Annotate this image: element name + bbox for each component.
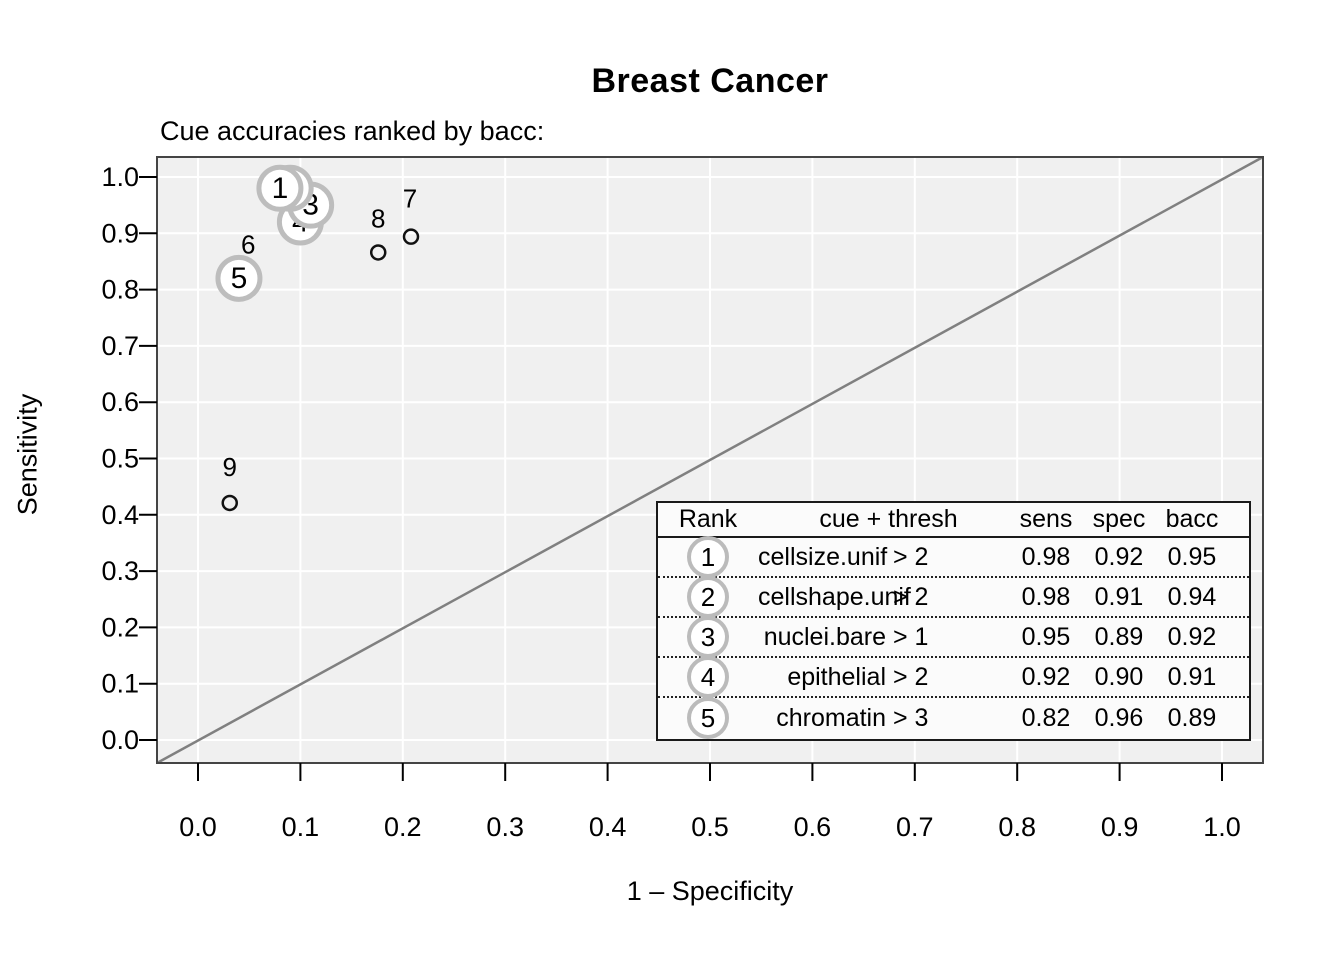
y-axis-title: Sensitivity xyxy=(12,393,43,516)
y-tick-label: 0.1 xyxy=(101,669,139,699)
y-tick-label: 0.4 xyxy=(101,500,139,530)
cue-point-small-9 xyxy=(221,494,238,512)
cue-table-row-1: 1 cellsize.unif > 2 0.98 0.92 0.95 xyxy=(658,536,1249,578)
cue-point-small-7 xyxy=(402,228,420,245)
x-tick-label: 0.7 xyxy=(896,812,934,842)
cue-point-rank-number-5: 5 xyxy=(231,262,248,295)
x-tick-label: 1.0 xyxy=(1203,812,1241,842)
header-cue-thresh: cue + thresh xyxy=(819,505,958,533)
y-tick-label: 0.8 xyxy=(101,275,139,305)
rank-marker-icon: 3 xyxy=(687,616,729,658)
cue-point-ranked-5 xyxy=(215,254,263,302)
cell-rank: 1 xyxy=(658,536,758,578)
x-tick-label: 0.2 xyxy=(384,812,422,842)
cue-table-header-row: Rank cue + thresh sens spec bacc xyxy=(658,503,1249,538)
cell-bacc: 0.91 xyxy=(1167,662,1217,691)
cue-table-row-3: 3 nuclei.bare > 1 0.95 0.89 0.92 xyxy=(658,616,1249,658)
y-tick-label: 0.5 xyxy=(101,444,139,474)
header-bacc: bacc xyxy=(1165,505,1219,533)
cell-sens: 0.92 xyxy=(1021,662,1071,691)
cell-spec: 0.89 xyxy=(1094,622,1144,651)
cue-table-row-4: 4 epithelial > 2 0.92 0.90 0.91 xyxy=(658,656,1249,698)
x-axis-title: 1 – Specificity xyxy=(626,876,794,906)
cell-rank: 4 xyxy=(658,656,758,698)
cell-sens: 0.98 xyxy=(1021,582,1071,611)
cue-table-body: 1 cellsize.unif > 2 0.98 0.92 0.95 2 cellshape.… xyxy=(658,536,1249,739)
x-tick-label: 0.1 xyxy=(282,812,320,842)
x-tick-label: 0.8 xyxy=(998,812,1036,842)
cell-spec: 0.91 xyxy=(1094,582,1144,611)
cell-rank: 2 xyxy=(658,576,758,618)
header-sens: sens xyxy=(1019,505,1073,533)
cue-point-label-6: 6 xyxy=(241,229,255,259)
cell-cue-name: nuclei.bare xyxy=(763,622,886,651)
x-tick-label: 0.4 xyxy=(589,812,627,842)
y-tick-label: 0.9 xyxy=(101,218,139,248)
cell-cue-name: epithelial xyxy=(787,662,886,691)
cell-cue-name: cellshape.unif xyxy=(758,582,911,611)
x-tick-label: 0.0 xyxy=(179,812,217,842)
x-tick-label: 0.5 xyxy=(691,812,729,842)
cue-point-label-8: 8 xyxy=(371,203,385,233)
cell-rank: 5 xyxy=(658,697,758,739)
rank-marker-icon: 1 xyxy=(687,536,729,578)
y-tick-label: 0.2 xyxy=(101,612,139,642)
cue-point-rank-number-1: 1 xyxy=(272,172,289,205)
y-tick-label: 0.6 xyxy=(101,387,139,417)
cell-threshold: > 2 xyxy=(893,542,929,571)
cell-bacc: 0.95 xyxy=(1167,542,1217,571)
cell-sens: 0.98 xyxy=(1021,542,1071,571)
cue-table-row-5: 5 chromatin > 3 0.82 0.96 0.89 xyxy=(658,697,1249,739)
cell-threshold: > 2 xyxy=(893,662,929,691)
y-tick-label: 0.7 xyxy=(101,331,139,361)
x-tick-label: 0.3 xyxy=(486,812,524,842)
diagonal-reference-line xyxy=(156,155,1264,765)
cell-threshold: > 1 xyxy=(893,622,929,651)
x-tick-label: 0.9 xyxy=(1101,812,1139,842)
cell-rank: 3 xyxy=(658,616,758,658)
cell-sens: 0.82 xyxy=(1021,703,1071,732)
cue-point-ranked-1 xyxy=(256,164,304,212)
cell-spec: 0.92 xyxy=(1094,542,1144,571)
cell-bacc: 0.94 xyxy=(1167,582,1217,611)
y-tick-label: 1.0 xyxy=(101,162,139,192)
cue-table-row-2: 2 cellshape.unif > 2 0.98 0.91 0.94 xyxy=(658,576,1249,618)
header-rank: Rank xyxy=(678,505,738,533)
cell-cue-name: cellsize.unif xyxy=(758,542,888,571)
cell-bacc: 0.92 xyxy=(1167,622,1217,651)
cue-point-small-8 xyxy=(369,244,387,261)
y-tick-label: 0.3 xyxy=(101,556,139,586)
rank-marker-icon: 4 xyxy=(687,656,729,698)
plot-title: Breast Cancer xyxy=(591,62,829,100)
cell-threshold: > 2 xyxy=(893,582,929,611)
cue-point-label-7: 7 xyxy=(403,184,417,214)
cue-point-label-9: 9 xyxy=(223,452,237,482)
cell-spec: 0.90 xyxy=(1094,662,1144,691)
cell-sens: 0.95 xyxy=(1021,622,1071,651)
rank-marker-icon: 2 xyxy=(687,576,729,618)
cell-threshold: > 3 xyxy=(893,703,929,732)
cell-spec: 0.96 xyxy=(1094,703,1144,732)
cell-cue-name: chromatin xyxy=(776,703,886,732)
rank-marker-icon: 5 xyxy=(687,697,729,739)
plot-subtitle: Cue accuracies ranked by bacc: xyxy=(160,116,545,146)
cell-bacc: 0.89 xyxy=(1167,703,1217,732)
header-spec: spec xyxy=(1092,505,1146,533)
cue-accuracy-table: Rank cue + thresh sens spec bacc 1 cellsi… xyxy=(656,501,1251,741)
x-tick-label: 0.6 xyxy=(794,812,832,842)
y-tick-label: 0.0 xyxy=(101,725,139,755)
